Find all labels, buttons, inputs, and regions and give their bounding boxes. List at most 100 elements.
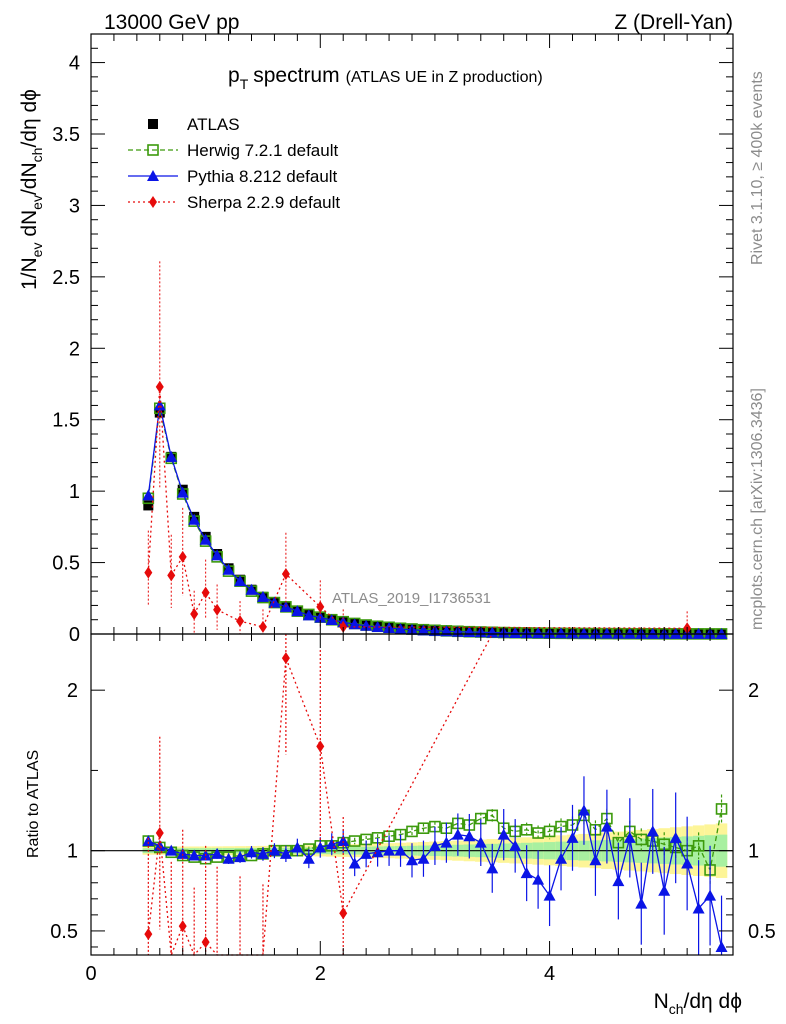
rivet-label: Rivet 3.1.10, ≥ 400k events (749, 71, 766, 265)
ratio-point (543, 825, 556, 838)
ratio-point (155, 827, 164, 840)
y-tick-label: 1 (69, 481, 80, 503)
main-title: pT spectrum (ATLAS UE in Z production) (228, 64, 543, 92)
data-point (486, 626, 499, 638)
axis-ticks: 0 2 4 0 0.5 1 1.5 2 2.5 3 3.5 4 0.5 0.5 1 1 2 2 (50, 33, 776, 985)
ratio-point (669, 831, 682, 843)
data-point (555, 627, 568, 639)
ratio-point (302, 852, 315, 864)
legend: ATLAS Herwig 7.2.1 default Pythia 8.212 de… (128, 115, 340, 212)
y-tick-label: 3 (69, 195, 80, 217)
ylabel-p1: 1/N (18, 257, 41, 290)
ratio-point (394, 844, 407, 856)
ylabel-s1: ev (29, 243, 45, 258)
data-point (281, 568, 290, 580)
ratio-point (463, 830, 476, 842)
ylabel-s2: ev (29, 195, 45, 210)
ratio-point (440, 836, 453, 848)
ratio-point (176, 847, 189, 859)
y-tick-label: 4 (69, 53, 80, 75)
data-point (190, 608, 199, 620)
ratio-point (692, 840, 705, 852)
ratio-point (520, 824, 533, 836)
data-point (143, 500, 154, 511)
header-left: 13000 GeV pp (104, 11, 239, 34)
ratio-tick-label-right: 1 (748, 841, 759, 863)
data-point (291, 605, 304, 617)
y-axis-label-top: 1/Nev dNev/dNch/dη dϕ (18, 89, 45, 290)
data-point (256, 590, 269, 602)
ratio-point (245, 846, 258, 858)
data-point (153, 399, 166, 411)
y-tick-label: 1.5 (52, 410, 80, 432)
data-point (302, 609, 315, 621)
ratio-point (165, 844, 178, 856)
x-axis-label: Nch/dη dϕ (654, 990, 742, 1017)
x-tick-label: 0 (85, 963, 96, 985)
title-sub: T (240, 76, 249, 92)
ylabel-p3: /dN (18, 162, 41, 195)
ylabel-s3: ch (29, 148, 45, 163)
y-tick-label: 0 (69, 624, 80, 646)
ratio-point (612, 875, 625, 887)
y-tick-label: 2 (69, 338, 80, 360)
ratio-point (178, 920, 187, 933)
ratio-point (339, 907, 348, 920)
data-point (600, 627, 613, 639)
ratio-point (291, 841, 304, 853)
ratio-point (600, 820, 613, 832)
ratio-point (486, 862, 499, 874)
ratio-point (417, 852, 430, 864)
ratio-point (532, 827, 544, 839)
data-point (236, 615, 245, 628)
legend-marker (147, 170, 159, 181)
ratio-point (222, 852, 235, 864)
data-point (394, 623, 407, 634)
data-point (339, 620, 348, 633)
ylabel-p4: /dη dϕ (18, 89, 41, 147)
y-tick-label: 0.5 (52, 553, 80, 575)
xlabel-main: N (654, 990, 669, 1013)
ratio-point (234, 851, 247, 863)
ratio-point (646, 825, 659, 837)
data-point (360, 619, 373, 631)
ratio-point (589, 854, 602, 866)
data-point (176, 486, 189, 498)
ratio-point (348, 857, 361, 869)
ratio-point (417, 822, 430, 835)
data-point (213, 603, 222, 616)
y-tick-label: 3.5 (52, 124, 80, 146)
data-point (417, 624, 430, 636)
ratio-point (520, 867, 533, 879)
data-point (245, 583, 258, 595)
data-point (577, 627, 590, 639)
data-point (155, 380, 164, 393)
y-axis-label-ratio: Ratio to ATLAS (25, 750, 42, 858)
ratio-point (201, 936, 210, 949)
ratio-point (211, 847, 224, 859)
legend-label: Herwig 7.2.1 default (187, 141, 338, 160)
ratio-point (371, 846, 384, 858)
x-tick-label: 4 (544, 963, 555, 985)
main-panel-series (142, 261, 728, 640)
ratio-point (188, 849, 201, 861)
ratio-point (406, 825, 418, 838)
legend-label: Sherpa 2.2.9 default (187, 193, 340, 212)
ratio-point (509, 839, 522, 851)
title-detail: (ATLAS UE in Z production) (346, 69, 543, 86)
analysis-watermark: ATLAS_2019_I1736531 (332, 590, 491, 607)
ylabel-p2: dN (18, 210, 41, 243)
xlabel-rest: /dη dϕ (684, 990, 742, 1013)
ratio-point (325, 838, 338, 850)
ratio-tick-label: 2 (67, 680, 78, 702)
data-point (371, 621, 384, 632)
ratio-panel-series (142, 633, 728, 957)
header-right: Z (Drell-Yan) (614, 11, 733, 34)
title-p: p (228, 64, 240, 87)
x-tick-label: 2 (315, 963, 326, 985)
data-point (201, 586, 210, 599)
data-point (144, 566, 153, 579)
data-point (325, 614, 338, 625)
data-point (188, 513, 201, 525)
